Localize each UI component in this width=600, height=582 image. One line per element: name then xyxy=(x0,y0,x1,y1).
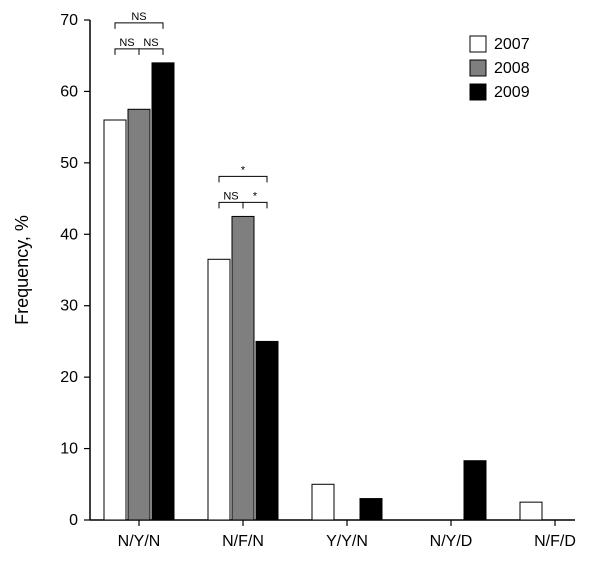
y-tick-label: 70 xyxy=(60,12,78,29)
significance-label: NS xyxy=(119,37,134,49)
y-tick-label: 10 xyxy=(60,441,78,458)
bar-YYN-2007 xyxy=(312,484,334,520)
significance-label: NS xyxy=(223,190,238,202)
significance-label: NS xyxy=(131,11,146,23)
y-tick-label: 20 xyxy=(60,369,78,386)
legend-label-2007: 2007 xyxy=(494,36,530,53)
bar-NYN-2007 xyxy=(104,120,126,520)
y-tick-label: 50 xyxy=(60,155,78,172)
legend-swatch-2008 xyxy=(470,60,486,76)
x-tick-label: N/Y/D xyxy=(430,533,473,550)
y-tick-label: 60 xyxy=(60,83,78,100)
frequency-bar-chart: 0 10 20 30 40 50 60 70 Frequency, % N/Y/N N/F/N Y/Y… xyxy=(0,0,600,582)
y-tick-label: 40 xyxy=(60,226,78,243)
bar-NFN-2008 xyxy=(232,216,254,520)
y-tick-label: 30 xyxy=(60,298,78,315)
bar-YYN-2009 xyxy=(360,499,382,520)
legend-swatch-2007 xyxy=(470,36,486,52)
x-tick-label: N/F/N xyxy=(222,533,264,550)
bar-NFD-2007 xyxy=(520,502,542,520)
bar-NYN-2009 xyxy=(152,63,174,520)
x-tick-label: N/F/D xyxy=(534,533,576,550)
bar-NYN-2008 xyxy=(128,109,150,520)
y-tick-label: 0 xyxy=(69,512,78,529)
bar-NYD-2009 xyxy=(464,461,486,520)
legend-label-2008: 2008 xyxy=(494,60,530,77)
bar-NFN-2007 xyxy=(208,259,230,520)
legend-label-2009: 2009 xyxy=(494,84,530,101)
x-tick-label: N/Y/N xyxy=(118,533,161,550)
significance-label: * xyxy=(253,190,258,202)
significance-label: * xyxy=(241,164,246,176)
x-tick-label: Y/Y/N xyxy=(326,533,368,550)
bar-NFN-2009 xyxy=(256,341,278,520)
significance-label: NS xyxy=(143,37,158,49)
legend-swatch-2009 xyxy=(470,84,486,100)
y-axis-label: Frequency, % xyxy=(12,215,32,325)
